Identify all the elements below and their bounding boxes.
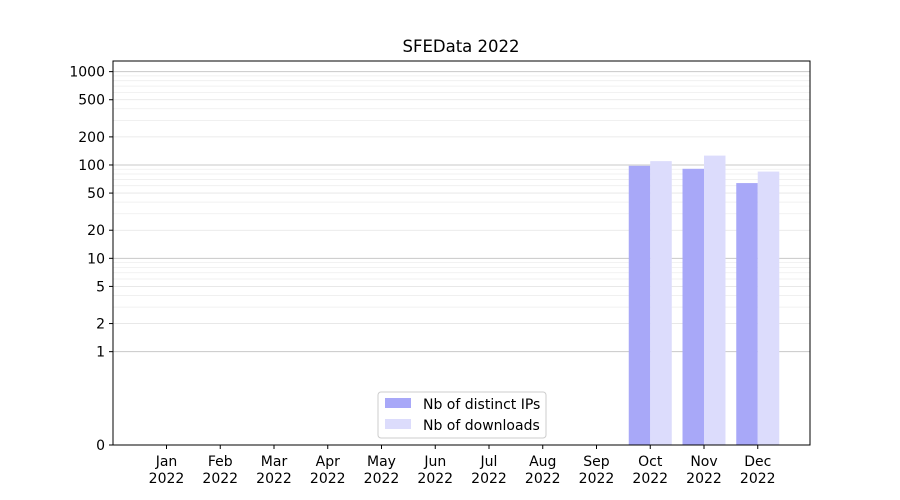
y-tick-label: 500 <box>78 93 105 109</box>
bar-downloads-oct <box>650 161 672 446</box>
x-tick-label-year: 2022 <box>310 471 346 487</box>
x-tick-label-month: Nov <box>690 454 717 470</box>
y-tick-label: 5 <box>96 279 105 295</box>
legend-box <box>377 391 547 439</box>
y-tick-label: 100 <box>78 158 105 174</box>
y-axis: 0 1 2 5 10 20 50 100 200 500 1000 <box>69 65 113 454</box>
x-tick-label-year: 2022 <box>202 471 238 487</box>
x-tick-label-month: Mar <box>261 454 288 470</box>
bar-downloads-dec <box>757 171 780 445</box>
x-tick-label-month: Sep <box>583 454 610 470</box>
x-tick-label-year: 2022 <box>579 471 615 487</box>
x-tick-label-month: Apr <box>316 454 340 470</box>
y-tick-label: 0 <box>96 438 105 454</box>
y-tick-label: 2 <box>96 317 105 333</box>
x-tick-label-year: 2022 <box>740 471 776 487</box>
x-tick-label-year: 2022 <box>686 471 722 487</box>
chart-title: SFEData 2022 <box>402 37 519 56</box>
x-tick-label-year: 2022 <box>471 471 507 487</box>
x-tick-label-year: 2022 <box>256 471 292 487</box>
y-tick-label: 1 <box>96 345 105 361</box>
legend: Nb of distinct IPs Nb of downloads <box>377 391 547 439</box>
bar-distinct-ips-nov <box>682 168 704 446</box>
y-tick-label: 20 <box>87 223 105 239</box>
bar-downloads-nov <box>704 155 726 445</box>
x-tick-label-month: Jun <box>423 454 446 470</box>
y-tick-label: 200 <box>78 130 105 146</box>
x-tick-label-month: Aug <box>529 454 556 470</box>
x-tick-label-month: Dec <box>744 454 771 470</box>
bar-distinct-ips-dec <box>736 183 758 446</box>
x-tick-label-year: 2022 <box>149 471 185 487</box>
bar-distinct-ips-oct <box>628 165 651 446</box>
x-tick-label-month: Jan <box>155 454 178 470</box>
bars <box>628 155 780 446</box>
x-tick-label-year: 2022 <box>364 471 400 487</box>
x-tick-label-month: Jul <box>480 454 498 470</box>
y-tick-label: 1000 <box>69 65 105 81</box>
legend-swatch-distinct-ips <box>385 398 411 408</box>
x-tick-label-year: 2022 <box>417 471 453 487</box>
y-tick-label: 10 <box>87 251 105 267</box>
x-tick-label-month: May <box>367 454 396 470</box>
plot-frame <box>112 60 811 446</box>
x-tick-label-year: 2022 <box>632 471 668 487</box>
x-tick-label-month: Feb <box>208 454 233 470</box>
y-tick-label: 50 <box>87 186 105 202</box>
legend-label-distinct-ips: Nb of distinct IPs <box>423 397 540 413</box>
x-axis: Jan2022Feb2022Mar2022Apr2022May2022Jun20… <box>149 445 776 487</box>
x-tick-label-month: Oct <box>638 454 663 470</box>
legend-label-downloads: Nb of downloads <box>423 418 540 434</box>
x-tick-label-year: 2022 <box>525 471 561 487</box>
legend-swatch-downloads <box>385 419 411 429</box>
